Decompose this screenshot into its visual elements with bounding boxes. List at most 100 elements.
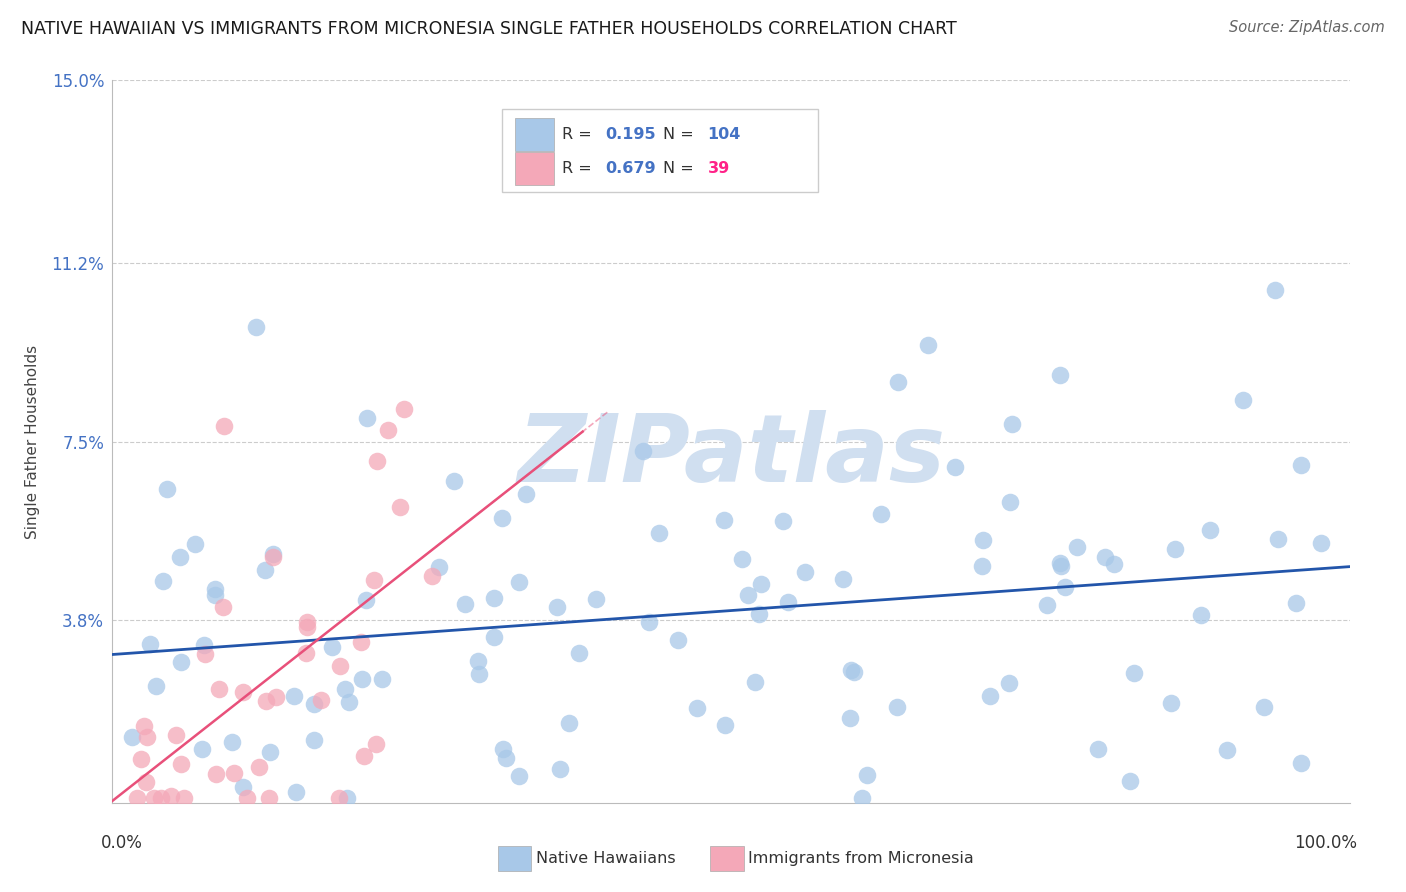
Point <box>1216 743 1239 757</box>
Point <box>152 574 174 588</box>
Point <box>337 695 360 709</box>
Point <box>208 681 231 696</box>
Point <box>1310 536 1333 550</box>
Point <box>254 694 277 708</box>
Text: Native Hawaiians: Native Hawaiians <box>536 851 675 865</box>
Point <box>714 718 737 732</box>
Point <box>169 550 191 565</box>
Point <box>997 676 1019 690</box>
Point <box>1285 596 1308 610</box>
Point <box>482 630 505 644</box>
Point <box>979 690 1001 704</box>
Point <box>1123 666 1146 681</box>
Point <box>132 719 155 733</box>
Text: ZIPatlas: ZIPatlas <box>517 410 945 502</box>
Point <box>388 500 411 514</box>
Text: R =: R = <box>561 127 596 142</box>
Point <box>364 738 387 752</box>
Point <box>839 664 862 678</box>
Point <box>713 513 735 527</box>
Point <box>363 573 385 587</box>
Point <box>666 632 689 647</box>
Point <box>284 785 307 799</box>
Point <box>647 526 669 541</box>
Point <box>184 537 207 551</box>
Point <box>887 375 910 389</box>
Point <box>335 681 357 696</box>
Point <box>1049 368 1071 382</box>
Point <box>121 730 143 744</box>
Point <box>749 577 772 591</box>
Point <box>125 791 148 805</box>
Point <box>1267 532 1289 546</box>
Point <box>262 549 284 564</box>
Point <box>1053 580 1076 594</box>
Point <box>1232 393 1254 408</box>
Point <box>1289 756 1312 770</box>
Text: NATIVE HAWAIIAN VS IMMIGRANTS FROM MICRONESIA SINGLE FATHER HOUSEHOLDS CORRELATI: NATIVE HAWAIIAN VS IMMIGRANTS FROM MICRO… <box>21 20 957 37</box>
Text: Source: ZipAtlas.com: Source: ZipAtlas.com <box>1229 20 1385 35</box>
Point <box>354 593 377 607</box>
Point <box>869 508 891 522</box>
Y-axis label: Single Father Households: Single Father Households <box>25 344 41 539</box>
Point <box>143 791 166 805</box>
Point <box>264 690 287 705</box>
Point <box>302 733 325 747</box>
Point <box>328 791 350 805</box>
Point <box>633 444 655 458</box>
Point <box>546 599 568 614</box>
Point <box>336 791 359 805</box>
Point <box>637 615 659 629</box>
Point <box>1036 599 1059 613</box>
Point <box>302 697 325 711</box>
Point <box>548 762 571 776</box>
Point <box>145 679 167 693</box>
Point <box>394 402 416 417</box>
Point <box>232 780 254 795</box>
Text: 100.0%: 100.0% <box>1294 834 1357 852</box>
Point <box>427 560 450 574</box>
Point <box>204 588 226 602</box>
Point <box>295 615 318 630</box>
Point <box>482 591 505 605</box>
Point <box>495 751 517 765</box>
Point <box>349 635 371 649</box>
Point <box>155 482 177 496</box>
Point <box>1189 608 1212 623</box>
FancyBboxPatch shape <box>515 118 554 151</box>
Point <box>254 563 277 577</box>
Point <box>748 607 770 621</box>
Point <box>1001 417 1024 431</box>
Point <box>508 575 530 590</box>
Point <box>855 768 877 782</box>
Point <box>235 791 257 805</box>
Point <box>772 514 794 528</box>
Point <box>917 338 939 352</box>
Text: N =: N = <box>664 127 699 142</box>
Point <box>737 588 759 602</box>
FancyBboxPatch shape <box>502 109 818 193</box>
Text: N =: N = <box>664 161 699 176</box>
Text: 39: 39 <box>707 161 730 176</box>
Point <box>467 655 489 669</box>
Point <box>558 715 581 730</box>
Point <box>468 667 491 681</box>
Point <box>1198 523 1220 537</box>
Point <box>149 791 172 805</box>
Point <box>491 511 513 525</box>
Point <box>998 494 1021 508</box>
Point <box>212 418 235 433</box>
Text: 104: 104 <box>707 127 741 142</box>
Point <box>377 423 399 437</box>
Point <box>353 749 375 764</box>
Point <box>838 711 860 725</box>
Point <box>1253 700 1275 714</box>
Point <box>262 547 284 561</box>
Point <box>160 789 183 803</box>
Point <box>1050 558 1073 573</box>
Point <box>329 659 352 673</box>
Point <box>420 569 443 583</box>
Point <box>1289 458 1312 473</box>
Point <box>247 760 270 774</box>
Point <box>170 757 193 772</box>
